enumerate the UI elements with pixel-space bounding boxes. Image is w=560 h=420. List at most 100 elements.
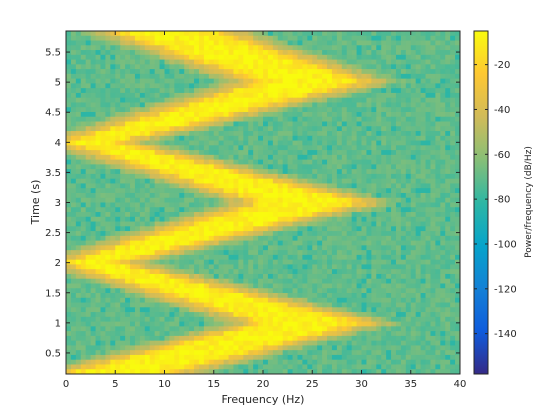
heatmap-cell	[263, 188, 269, 194]
heatmap-cell	[341, 88, 348, 94]
heatmap-cell	[435, 154, 441, 161]
heatmap-cell	[228, 240, 235, 246]
heatmap-cell	[455, 45, 460, 51]
heatmap-cell	[297, 40, 303, 46]
heatmap-cell	[366, 54, 372, 61]
heatmap-cell	[263, 78, 269, 84]
heatmap-cell	[331, 35, 338, 42]
heatmap-cell	[179, 326, 185, 332]
heatmap-cell	[351, 192, 358, 199]
heatmap-cell	[233, 240, 239, 246]
heatmap-cell	[312, 231, 318, 237]
heatmap-cell	[248, 212, 254, 218]
heatmap-cell	[139, 307, 146, 313]
heatmap-cell	[159, 31, 166, 37]
heatmap-cell	[287, 140, 294, 146]
heatmap-cell	[331, 78, 338, 84]
heatmap-cell	[371, 302, 377, 308]
heatmap-cell	[66, 102, 72, 108]
heatmap-cell	[66, 312, 72, 318]
heatmap-cell	[405, 316, 412, 323]
heatmap-cell	[66, 226, 72, 232]
heatmap-cell	[307, 135, 313, 142]
heatmap-cell	[297, 97, 303, 104]
heatmap-cell	[415, 192, 422, 199]
heatmap-cell	[272, 207, 279, 213]
heatmap-cell	[125, 278, 131, 285]
heatmap-cell	[228, 202, 235, 208]
heatmap-cell	[307, 145, 313, 151]
heatmap-cell	[336, 312, 343, 318]
heatmap-cell	[208, 302, 215, 308]
heatmap-cell	[331, 235, 338, 242]
heatmap-cell	[253, 107, 259, 113]
heatmap-cell	[85, 245, 92, 251]
heatmap-cell	[248, 111, 254, 118]
heatmap-cell	[253, 283, 259, 289]
heatmap-cell	[282, 202, 289, 208]
heatmap-cell	[139, 226, 146, 232]
heatmap-cell	[277, 197, 284, 204]
heatmap-cell	[317, 240, 323, 246]
heatmap-cell	[189, 278, 195, 285]
heatmap-cell	[100, 235, 106, 242]
heatmap-cell	[130, 254, 136, 261]
heatmap-cell	[218, 169, 225, 175]
heatmap-cell	[351, 35, 358, 42]
heatmap-cell	[297, 321, 303, 327]
heatmap-cell	[336, 78, 343, 84]
heatmap-cell	[144, 145, 151, 151]
heatmap-cell	[223, 73, 230, 80]
heatmap-cell	[361, 131, 368, 137]
heatmap-cell	[336, 50, 343, 56]
heatmap-cell	[381, 283, 387, 289]
heatmap-cell	[440, 102, 446, 108]
heatmap-cell	[410, 259, 417, 266]
heatmap-cell	[415, 169, 422, 175]
heatmap-cell	[233, 293, 239, 299]
heatmap-cell	[253, 302, 259, 308]
heatmap-cell	[371, 240, 377, 246]
heatmap-cell	[194, 226, 200, 232]
heatmap-cell	[430, 97, 436, 104]
heatmap-cell	[115, 273, 121, 280]
heatmap-cell	[70, 183, 77, 189]
heatmap-cell	[70, 278, 77, 285]
heatmap-cell	[184, 159, 190, 165]
heatmap-cell	[317, 135, 323, 142]
heatmap-cell	[189, 31, 195, 37]
heatmap-cell	[218, 212, 225, 218]
heatmap-cell	[282, 35, 289, 42]
heatmap-cell	[258, 226, 264, 232]
heatmap-cell	[95, 92, 102, 99]
heatmap-cell	[322, 92, 328, 99]
heatmap-cell	[292, 173, 299, 180]
heatmap-cell	[322, 73, 328, 80]
heatmap-cell	[174, 307, 180, 313]
heatmap-cell	[410, 226, 417, 232]
heatmap-cell	[292, 116, 299, 123]
heatmap-cell	[258, 173, 264, 180]
heatmap-cell	[243, 154, 249, 161]
heatmap-cell	[430, 73, 436, 80]
heatmap-cell	[198, 183, 205, 189]
heatmap-cell	[455, 197, 460, 204]
heatmap-cell	[272, 264, 279, 270]
heatmap-cell	[228, 154, 235, 161]
heatmap-cell	[120, 221, 126, 227]
heatmap-cell	[198, 69, 205, 75]
heatmap-cell	[105, 302, 111, 308]
heatmap-cell	[282, 150, 289, 156]
heatmap-cell	[194, 88, 200, 94]
heatmap-cell	[410, 107, 417, 113]
heatmap-cell	[208, 202, 215, 208]
heatmap-cell	[272, 288, 279, 294]
heatmap-cell	[213, 221, 220, 227]
heatmap-cell	[139, 154, 146, 161]
heatmap-cell	[139, 259, 146, 266]
heatmap-cell	[395, 64, 402, 70]
heatmap-cell	[307, 221, 313, 227]
heatmap-cell	[455, 202, 460, 208]
heatmap-cell	[238, 83, 244, 89]
heatmap-cell	[322, 159, 328, 165]
